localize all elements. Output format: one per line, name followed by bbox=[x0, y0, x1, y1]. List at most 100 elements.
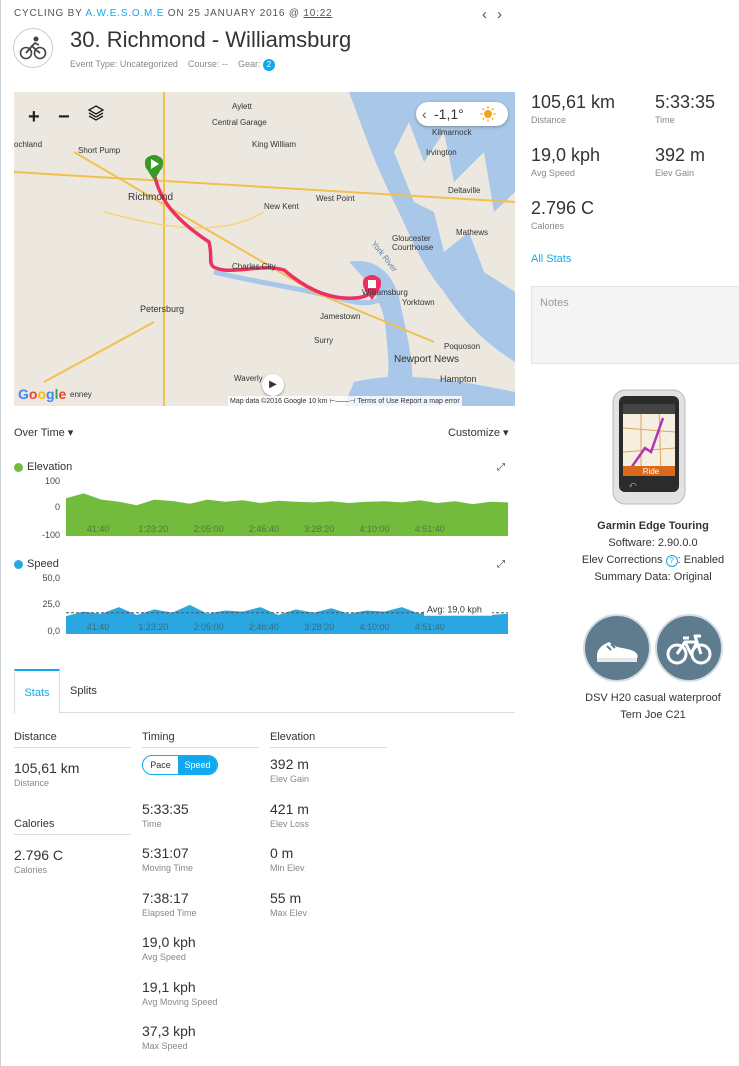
elevation-dot-icon bbox=[14, 462, 23, 472]
elevation-area bbox=[66, 493, 508, 536]
gear-item-shoe[interactable]: DSV H20 casual waterproof bbox=[585, 692, 721, 704]
stat-label: Max Elev bbox=[270, 908, 308, 918]
sun-icon bbox=[480, 106, 496, 122]
summary-distance: 105,61 km Distance bbox=[531, 92, 615, 125]
end-marker-icon[interactable] bbox=[363, 275, 381, 300]
x-tick-label: 4:10:00 bbox=[359, 622, 389, 632]
elevation-chart[interactable]: 41:40 1:23:20 2:05:00 2:46:40 3:28:20 4:10:00… bbox=[66, 480, 508, 536]
device-name[interactable]: Garmin Edge Touring bbox=[597, 520, 709, 532]
map-label: King William bbox=[252, 140, 297, 149]
map-label: Charles City bbox=[232, 262, 276, 271]
summary-label: Time bbox=[655, 115, 675, 125]
event-type[interactable]: Event Type: Uncategorized bbox=[70, 59, 178, 69]
bike-icon[interactable] bbox=[655, 614, 723, 682]
y-tick: 0 bbox=[54, 502, 60, 512]
activity-time[interactable]: 10:22 bbox=[303, 8, 333, 19]
x-tick-label: 2:05:00 bbox=[194, 524, 224, 534]
all-stats-link[interactable]: All Stats bbox=[531, 253, 572, 265]
tab-stats[interactable]: Stats bbox=[14, 669, 60, 714]
collapse-chevron-icon[interactable]: ‹ bbox=[422, 106, 427, 122]
help-icon[interactable]: ? bbox=[665, 555, 678, 567]
y-tick: -100 bbox=[41, 530, 60, 540]
x-tick-label: 3:28:20 bbox=[304, 524, 334, 534]
pace-speed-toggle[interactable]: Pace Speed bbox=[142, 755, 218, 775]
on-label: ON bbox=[167, 8, 185, 19]
zoom-out-button[interactable]: − bbox=[58, 106, 70, 128]
shoe-icon[interactable] bbox=[583, 614, 651, 682]
map-label: Mathews bbox=[456, 228, 489, 237]
notes-field[interactable]: Notes bbox=[531, 286, 739, 364]
section-header: Calories bbox=[14, 818, 131, 835]
elevation-chart-label: Elevation bbox=[14, 461, 72, 473]
next-arrow-icon[interactable]: › bbox=[497, 6, 512, 23]
author-link[interactable]: A.W.E.S.O.M.E bbox=[85, 8, 165, 19]
calories-section: Calories 2.796 C Calories bbox=[14, 818, 131, 875]
y-tick: 100 bbox=[44, 476, 60, 486]
y-tick: 50,0 bbox=[42, 573, 60, 583]
start-marker-icon[interactable] bbox=[145, 155, 163, 180]
tab-splits[interactable]: Splits bbox=[70, 685, 97, 697]
stat-value: 19,1 kph bbox=[142, 979, 196, 995]
expand-icon[interactable]: ⤢ bbox=[497, 462, 505, 473]
activity-date: 25 JANUARY 2016 bbox=[188, 8, 286, 19]
activity-nav: ‹› bbox=[482, 6, 512, 23]
stat-value: 37,3 kph bbox=[142, 1023, 196, 1039]
summary-label: Avg Speed bbox=[531, 168, 575, 178]
timing-section: Timing bbox=[142, 731, 259, 748]
timing-stat: 5:31:07 Moving Time bbox=[142, 845, 193, 873]
summary-data: Summary Data: Original bbox=[594, 571, 712, 583]
gear-item-bike[interactable]: Tern Joe C21 bbox=[620, 709, 686, 721]
pace-option[interactable]: Pace bbox=[150, 760, 171, 770]
stat-label: Elev Gain bbox=[270, 774, 310, 784]
google-logo: Google bbox=[18, 386, 67, 402]
x-tick-label: 4:51:40 bbox=[415, 622, 445, 632]
stat-label: Moving Time bbox=[142, 863, 194, 873]
speed-area bbox=[66, 603, 508, 634]
average-label-bg bbox=[424, 603, 492, 616]
map-label: Newport News bbox=[394, 354, 460, 365]
speed-chart[interactable]: 41:40 1:23:20 2:05:00 2:46:40 3:28:20 4:10:00… bbox=[66, 578, 508, 634]
gear-count-badge[interactable]: 2 bbox=[262, 59, 275, 71]
elev-corrections-value: : Enabled bbox=[677, 554, 725, 566]
map-label: Poquoson bbox=[444, 342, 481, 351]
summary-label: Calories bbox=[531, 221, 565, 231]
activity-type: CYCLING bbox=[14, 8, 65, 19]
left-border bbox=[0, 0, 1, 1066]
map-label: Jamestown bbox=[320, 312, 361, 321]
map-label: Central Garage bbox=[212, 118, 267, 127]
over-time-dropdown[interactable]: Over Time ▾ bbox=[14, 427, 74, 439]
map-label: Petersburg bbox=[140, 304, 185, 314]
stats-tabs: Stats Splits bbox=[14, 669, 515, 714]
map-label: Irvington bbox=[426, 148, 457, 157]
stat-label: Elapsed Time bbox=[142, 908, 197, 918]
x-tick-label: 1:23:20 bbox=[138, 622, 168, 632]
x-tick-label: 2:46:40 bbox=[249, 524, 279, 534]
stat-label: Avg Speed bbox=[142, 952, 186, 962]
expand-icon[interactable]: ⤢ bbox=[497, 559, 505, 570]
stat-label: Avg Moving Speed bbox=[142, 997, 218, 1007]
timing-stat: 19,1 kph Avg Moving Speed bbox=[142, 979, 217, 1007]
stat-label: Max Speed bbox=[142, 1041, 188, 1051]
weather-widget[interactable]: ‹ -1,1° bbox=[416, 102, 508, 126]
speed-chart-label: Speed bbox=[14, 558, 59, 570]
route-map[interactable]: + − ‹ -1,1° Aylett Central Garage King W… bbox=[14, 92, 515, 406]
zoom-in-button[interactable]: + bbox=[28, 106, 40, 128]
speed-dot-icon bbox=[14, 559, 23, 569]
elevation-stat: 55 m Max Elev bbox=[270, 890, 307, 918]
play-icon[interactable]: ▶ bbox=[262, 374, 284, 396]
course[interactable]: Course: -- bbox=[187, 59, 228, 69]
speed-option[interactable]: Speed bbox=[178, 756, 217, 774]
garmin-device-image: Ride ⤺ bbox=[612, 389, 686, 505]
previous-arrow-icon[interactable]: ‹ bbox=[482, 6, 497, 23]
stat-value: 5:33:35 bbox=[142, 801, 189, 817]
summary-value: 5:33:35 bbox=[655, 92, 716, 112]
stat-label: Distance bbox=[14, 778, 50, 788]
stat-value: 5:31:07 bbox=[142, 845, 189, 861]
layers-icon[interactable] bbox=[87, 104, 105, 127]
temperature: -1,1° bbox=[434, 106, 464, 122]
elevation-stat: 421 m Elev Loss bbox=[270, 801, 309, 829]
map-label: Williamsburg bbox=[362, 288, 408, 297]
activity-title[interactable]: 30. Richmond - Williamsburg bbox=[70, 27, 352, 52]
map-attribution[interactable]: Map data ©2016 Google 10 km ⊢——⊣ Terms o… bbox=[228, 396, 462, 406]
customize-dropdown[interactable]: Customize ▾ bbox=[448, 427, 509, 439]
